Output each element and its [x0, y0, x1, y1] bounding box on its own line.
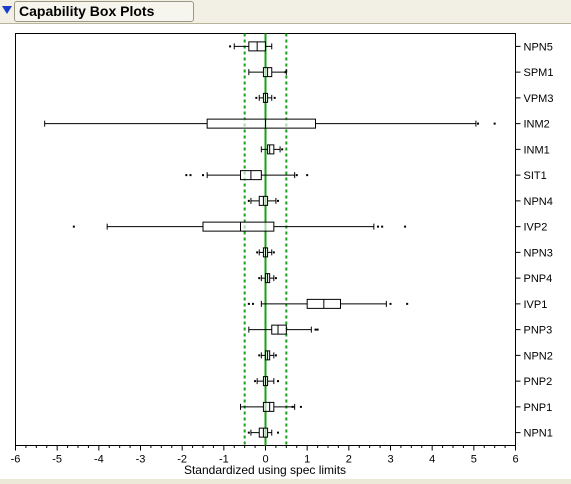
- outlier-point: [295, 174, 298, 177]
- outlier-point: [258, 354, 261, 357]
- x-tick-label: 4: [429, 454, 435, 466]
- x-tick-label: -1: [219, 454, 229, 466]
- outlier-point: [273, 96, 276, 99]
- box-vpm3: [255, 92, 276, 103]
- y-tick-label: NPN4: [524, 196, 553, 208]
- x-tick-label: 5: [471, 454, 477, 466]
- x-tick-label: -3: [136, 454, 146, 466]
- box-pnp4: [258, 273, 277, 284]
- outlier-point: [404, 225, 407, 228]
- outlier-point: [256, 251, 259, 254]
- outline-title-box[interactable]: [14, 1, 194, 22]
- x-tick-label: 2: [346, 454, 352, 466]
- outlier-point: [72, 225, 75, 228]
- outlier-point: [229, 45, 232, 48]
- box-ivp1: [247, 298, 409, 309]
- box-pnp2: [254, 376, 279, 387]
- y-tick-label: PNP4: [524, 273, 553, 285]
- chart-panel: -6 -5 -4 -3 -2 -1 0 1 2 3 4 5 6 NPN5 SPM1 VPM3 INM2 INM1…: [0, 24, 571, 479]
- outlier-point: [314, 328, 317, 331]
- box-iqr: [206, 118, 317, 129]
- outlier-point: [284, 71, 287, 74]
- outlier-point: [185, 174, 188, 177]
- x-tick-label: -2: [177, 454, 187, 466]
- y-tick-label: SIT1: [524, 170, 547, 182]
- x-tick-label: 0: [262, 454, 268, 466]
- outlier-point: [274, 277, 277, 280]
- disclosure-triangle-icon[interactable]: [2, 6, 12, 14]
- outlier-point: [255, 96, 258, 99]
- outlier-point: [272, 251, 275, 254]
- x-axis-label: Standardized using spec limits: [184, 463, 346, 477]
- box-npn3: [256, 247, 275, 258]
- outlier-point: [254, 380, 257, 383]
- box-iqr: [271, 324, 287, 335]
- capability-box-plot: -6 -5 -4 -3 -2 -1 0 1 2 3 4 5 6 NPN5 SPM1 VPM3 INM2 INM1…: [11, 33, 554, 477]
- y-tick-label: INM1: [524, 144, 550, 156]
- y-tick-label: SPM1: [524, 67, 554, 79]
- box-pnp1: [240, 401, 302, 412]
- y-tick-label: IVP2: [524, 222, 548, 234]
- box-npn5: [229, 41, 273, 52]
- x-tick-label: -5: [52, 454, 62, 466]
- outlier-point: [299, 405, 302, 408]
- outlier-point: [291, 405, 294, 408]
- outline-header: Capability Box Plots: [0, 0, 571, 24]
- outlier-point: [277, 431, 279, 434]
- outlier-point: [406, 302, 409, 305]
- box-inm1: [260, 144, 284, 155]
- outlier-point: [306, 174, 309, 177]
- outlier-point: [274, 354, 277, 357]
- x-tick-label: 1: [304, 454, 310, 466]
- outlier-point: [247, 302, 250, 305]
- box-npn1: [247, 427, 279, 438]
- x-tick-label: -6: [11, 454, 21, 466]
- box-inm2: [44, 118, 496, 129]
- outlier-point: [477, 122, 479, 125]
- box-npn2: [258, 350, 277, 361]
- box-spm1: [248, 67, 287, 78]
- outlier-point: [493, 122, 496, 125]
- y-tick-label: PNP1: [524, 402, 553, 414]
- outlier-point: [202, 174, 204, 177]
- y-axis: NPN5 SPM1 VPM3 INM2 INM1 SIT1 NPN4 IVP2 NPN3 PNP4…: [515, 41, 554, 440]
- outlier-point: [381, 225, 384, 228]
- boxes: [44, 41, 496, 438]
- outlier-point: [247, 431, 250, 434]
- box-iqr: [262, 401, 275, 412]
- box-sit1: [185, 170, 309, 181]
- outlier-point: [316, 328, 319, 331]
- outlier-point: [252, 302, 254, 305]
- x-axis: -6 -5 -4 -3 -2 -1 0 1 2 3 4 5 6: [11, 445, 519, 466]
- box-ivp2: [72, 221, 407, 232]
- outlier-point: [281, 148, 284, 151]
- y-tick-label: NPN1: [524, 428, 553, 440]
- outlier-point: [258, 277, 261, 280]
- y-tick-label: NPN3: [524, 247, 553, 259]
- y-tick-label: PNP3: [524, 325, 553, 337]
- y-tick-label: IVP1: [524, 299, 548, 311]
- outlier-point: [189, 174, 192, 177]
- outlier-point: [377, 225, 379, 228]
- y-tick-label: NPN2: [524, 350, 553, 362]
- box-iqr: [267, 144, 275, 155]
- y-tick-label: INM2: [524, 119, 550, 131]
- box-pnp3: [248, 324, 319, 335]
- outline-title: Capability Box Plots: [19, 3, 155, 19]
- y-tick-label: PNP2: [524, 376, 553, 388]
- box-iqr: [202, 221, 275, 232]
- x-tick-label: -4: [94, 454, 104, 466]
- x-tick-label: 3: [387, 454, 393, 466]
- outlier-point: [389, 302, 392, 305]
- x-tick-label: 6: [512, 454, 518, 466]
- box-npn4: [247, 195, 279, 206]
- outlier-point: [247, 199, 250, 202]
- y-tick-label: VPM3: [524, 93, 554, 105]
- outlier-point: [277, 380, 279, 383]
- outlier-point: [277, 199, 279, 202]
- y-tick-label: NPN5: [524, 41, 553, 53]
